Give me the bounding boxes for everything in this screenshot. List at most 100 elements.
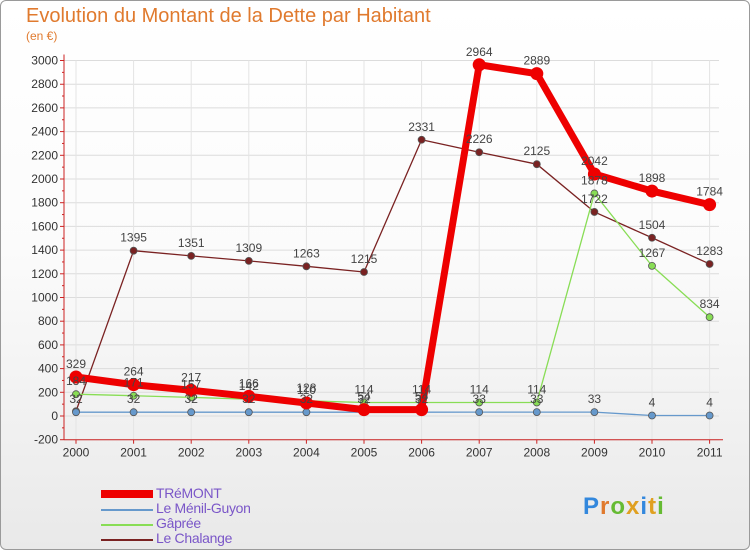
data-point: [648, 261, 656, 270]
data-point: [532, 160, 541, 169]
x-tick-label: 2011: [697, 446, 723, 460]
data-label: 329: [66, 357, 86, 371]
data-point: [244, 256, 253, 265]
logo-letter: i: [640, 493, 649, 520]
data-label: 32: [127, 392, 141, 406]
data-point: [475, 408, 484, 416]
data-label: 4: [649, 396, 656, 410]
data-label: 171: [124, 376, 144, 390]
data-label: 1263: [293, 246, 320, 260]
data-point: [587, 167, 601, 181]
grid-lines: [64, 60, 719, 441]
data-label: 166: [239, 376, 259, 390]
x-tick-label: 2000: [63, 446, 90, 460]
data-point: [703, 198, 717, 212]
data-label: 2125: [523, 144, 550, 158]
data-point: [705, 411, 714, 420]
data-point: [532, 408, 541, 416]
data-point: [705, 313, 714, 322]
data-label: 114: [470, 382, 489, 396]
data-point: [129, 408, 138, 417]
data-label: 32: [242, 392, 256, 406]
y-tick-label: 2800: [31, 77, 58, 91]
data-label: 1504: [639, 218, 666, 232]
data-point: [244, 408, 253, 417]
data-point: [360, 268, 368, 276]
data-label: 110: [297, 383, 316, 397]
data-label: 2964: [466, 45, 493, 59]
data-label: 32: [300, 392, 314, 406]
y-tick-label: 200: [38, 385, 58, 399]
x-tick-label: 2006: [408, 446, 435, 460]
data-label: 217: [181, 370, 201, 384]
y-tick-label: 3000: [31, 54, 58, 68]
y-tick-label: 1200: [31, 267, 58, 281]
logo-letter: x: [626, 493, 641, 520]
data-point: [242, 389, 256, 403]
data-label: 32: [69, 392, 83, 406]
data-label: 142: [239, 379, 259, 393]
data-label: 157: [181, 377, 201, 391]
x-tick-label: 2003: [235, 446, 262, 460]
data-label: 1395: [120, 231, 147, 245]
x-tick-label: 2001: [120, 446, 147, 460]
y-tick-label: 2200: [31, 148, 58, 162]
legend-swatch: [101, 509, 153, 511]
data-label: 32: [185, 392, 199, 406]
legend-label: Gâprée: [156, 515, 201, 531]
data-point: [648, 411, 656, 420]
data-label: 184: [66, 374, 86, 388]
chart-title: Evolution du Montant de la Dette par Hab…: [26, 5, 431, 27]
y-tick-label: 800: [38, 314, 58, 328]
data-point: [302, 262, 311, 271]
x-tick-label: 2002: [178, 446, 205, 460]
series-tremont: [69, 58, 717, 417]
x-tick-label: 2007: [466, 446, 493, 460]
x-tick-label: 2008: [523, 446, 550, 460]
data-label: 1351: [178, 236, 205, 250]
x-tick-label: 2009: [581, 446, 608, 460]
data-label: 114: [354, 382, 373, 396]
data-point: [69, 370, 83, 384]
series-line: [75, 139, 711, 412]
data-point: [187, 252, 196, 260]
data-label: 1898: [639, 171, 666, 185]
chart-unit: (en €): [26, 29, 58, 43]
data-point: [299, 396, 313, 410]
logo-letter: r: [600, 493, 611, 520]
series-le-chalange: [72, 135, 714, 416]
logo-letter: t: [648, 493, 658, 520]
data-label: 1267: [639, 246, 666, 260]
data-label: 2042: [581, 154, 608, 168]
y-tick-label: 2400: [31, 125, 58, 139]
y-tick-label: 0: [51, 409, 58, 423]
data-point: [129, 391, 138, 400]
x-tick-label: 2010: [639, 446, 666, 460]
data-label: 1215: [351, 252, 378, 266]
logo-letter: P: [583, 493, 601, 520]
data-point: [184, 383, 198, 397]
y-tick-label: 1400: [31, 243, 58, 257]
logo-letter: i: [657, 493, 665, 520]
data-point: [645, 184, 659, 198]
data-point: [475, 398, 484, 407]
data-point: [187, 408, 196, 417]
legend-label: Le Ménil-Guyon: [156, 500, 251, 516]
data-point: [417, 135, 426, 144]
y-tick-label: -200: [34, 433, 58, 447]
data-label: 1878: [581, 173, 608, 187]
data-label: 33: [588, 392, 602, 406]
y-tick-label: 1600: [31, 219, 58, 233]
data-point: [357, 403, 371, 417]
data-point: [648, 233, 656, 242]
data-point: [590, 208, 599, 216]
data-label: 32: [415, 392, 429, 406]
legend-label: TRéMONT: [156, 485, 222, 501]
data-label: 1283: [696, 244, 723, 258]
x-tick-label: 2005: [351, 446, 378, 460]
data-label: 2226: [466, 132, 493, 146]
data-point: [532, 398, 541, 407]
data-label: 114: [527, 382, 546, 396]
